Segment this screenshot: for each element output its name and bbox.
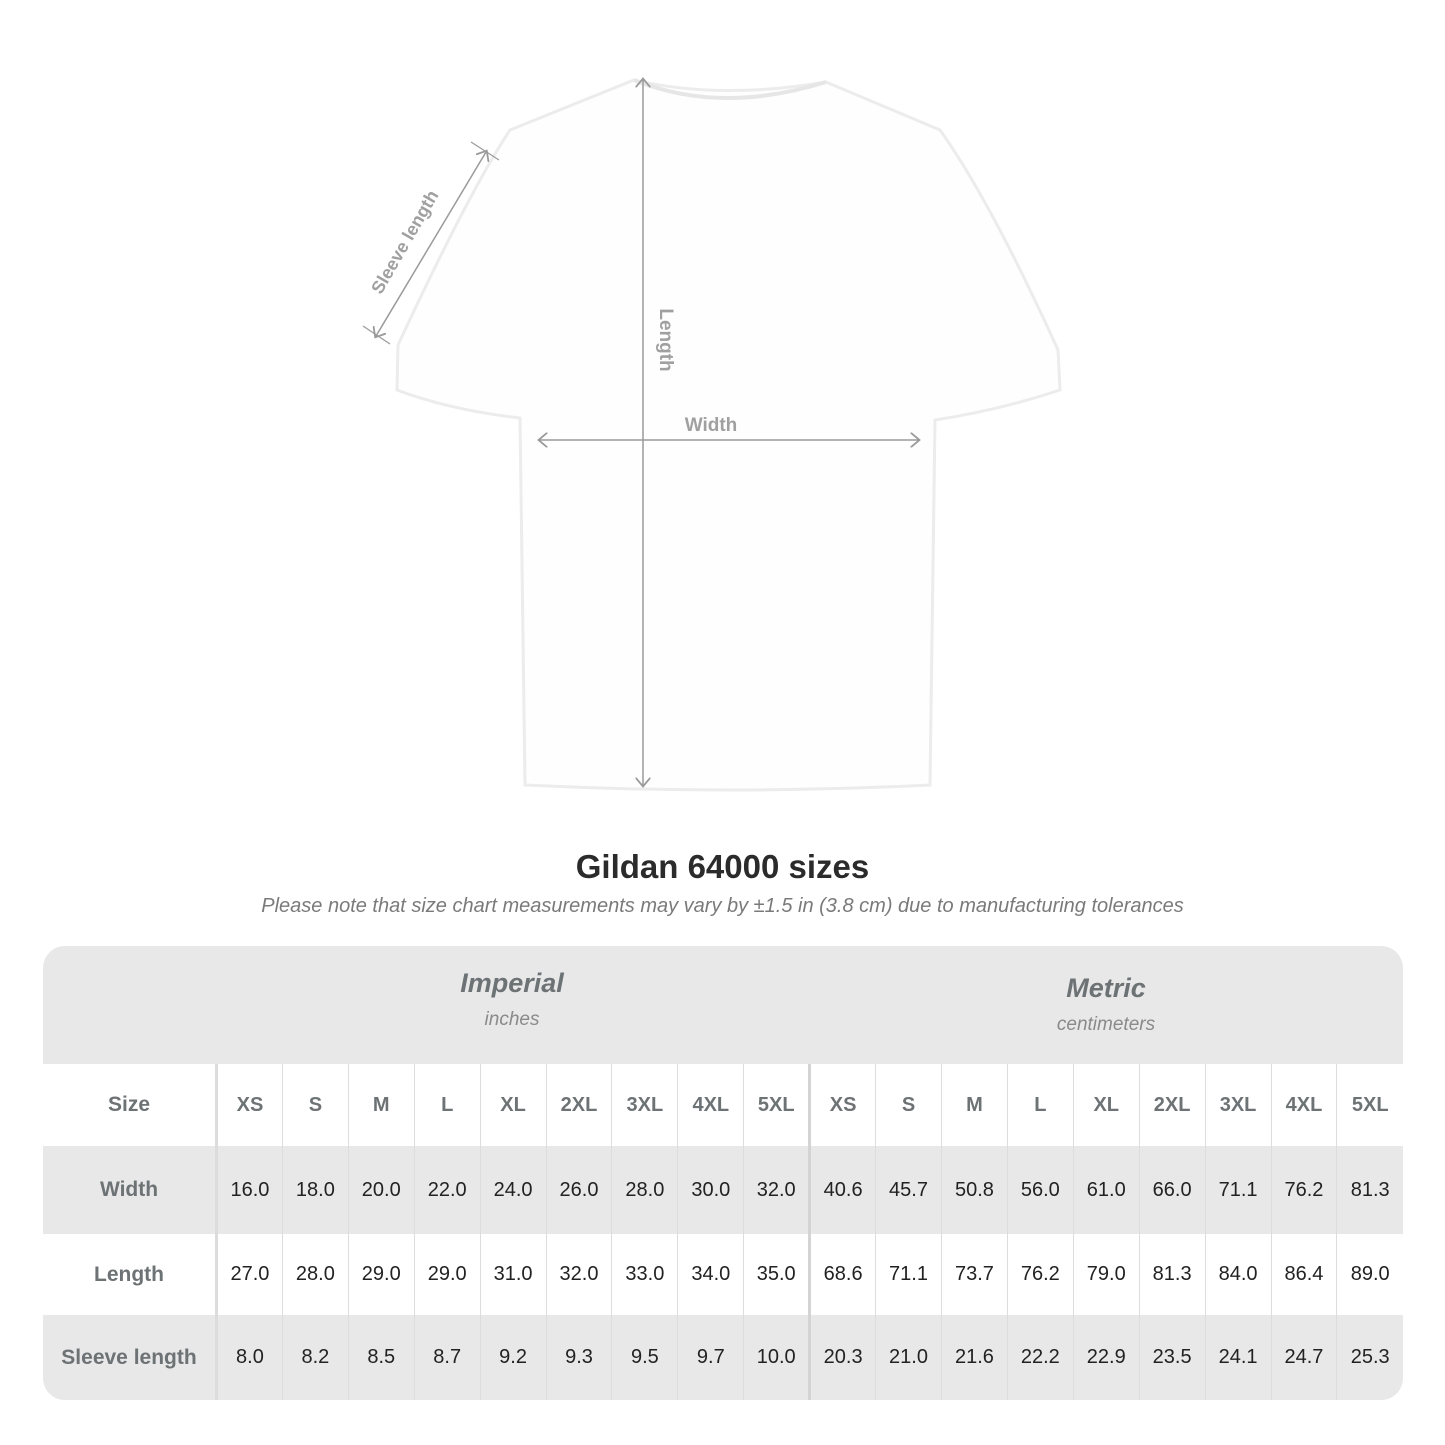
imperial-header: Imperial inches <box>215 968 809 1031</box>
metric-size-header: 2XL <box>1138 1064 1206 1146</box>
imperial-value-cell: 33.0 <box>611 1234 678 1315</box>
imperial-value-cell: 8.2 <box>281 1315 349 1400</box>
metric-value-cell: 71.1 <box>1204 1146 1271 1234</box>
imperial-size-header: XS <box>216 1064 283 1146</box>
metric-value-cell: 56.0 <box>1006 1146 1074 1234</box>
tshirt-diagram: Sleeve length Length Width <box>362 0 1062 792</box>
imperial-value-cell: 9.5 <box>611 1315 678 1400</box>
size-table-panel: Imperial inches Metric centimeters Size X… <box>43 946 1403 1400</box>
metric-value-cell: 76.2 <box>1270 1146 1337 1234</box>
length-label: Length <box>655 308 676 371</box>
imperial-size-header: M <box>347 1064 415 1146</box>
imperial-value-cell: 26.0 <box>545 1146 612 1234</box>
imperial-size-header: 5XL <box>743 1064 810 1146</box>
metric-value-cell: 79.0 <box>1072 1234 1140 1315</box>
imperial-value-cell: 8.0 <box>216 1315 283 1400</box>
table-row: Sleeve length 8.0 8.2 8.5 8.7 9.2 9.3 9.5 9.7 10.… <box>43 1315 1403 1400</box>
tolerance-note: Please note that size chart measurements… <box>261 895 1184 917</box>
metric-value-cell: 71.1 <box>875 1234 942 1315</box>
metric-value-cell: 84.0 <box>1204 1234 1271 1315</box>
imperial-value-cell: 24.0 <box>479 1146 547 1234</box>
imperial-size-header: S <box>281 1064 349 1146</box>
imperial-value-cell: 22.0 <box>413 1146 481 1234</box>
metric-value-cell: 66.0 <box>1138 1146 1206 1234</box>
metric-size-header: L <box>1006 1064 1074 1146</box>
metric-value-cell: 73.7 <box>940 1234 1008 1315</box>
metric-value-cell: 61.0 <box>1072 1146 1140 1234</box>
metric-value-cell: 86.4 <box>1270 1234 1337 1315</box>
imperial-value-cell: 8.5 <box>347 1315 415 1400</box>
size-table: Size XS S M L XL 2XL 3XL 4XL 5XL XS S M L XL 2XL 3XL 4XL 5… <box>43 1064 1403 1400</box>
metric-value-cell: 81.3 <box>1138 1234 1206 1315</box>
imperial-value-cell: 29.0 <box>347 1234 415 1315</box>
metric-value-cell: 50.8 <box>940 1146 1008 1234</box>
metric-size-header: S <box>875 1064 942 1146</box>
metric-size-header: XL <box>1072 1064 1140 1146</box>
imperial-size-header: 3XL <box>611 1064 678 1146</box>
row-label: Width <box>43 1146 218 1234</box>
metric-value-cell: 23.5 <box>1138 1315 1206 1400</box>
metric-unit: centimeters <box>1056 1014 1156 1035</box>
metric-value-cell: 76.2 <box>1006 1234 1074 1315</box>
metric-size-header: XS <box>808 1064 876 1146</box>
imperial-value-cell: 28.0 <box>281 1234 349 1315</box>
metric-value-cell: 20.3 <box>808 1315 876 1400</box>
metric-value-cell: 25.3 <box>1336 1315 1403 1400</box>
metric-size-header: 5XL <box>1336 1064 1403 1146</box>
table-row: Width 16.0 18.0 20.0 22.0 24.0 26.0 28.0 30.0 32.… <box>43 1146 1403 1234</box>
imperial-value-cell: 31.0 <box>479 1234 547 1315</box>
imperial-value-cell: 32.0 <box>743 1146 810 1234</box>
metric-size-header: 4XL <box>1270 1064 1337 1146</box>
metric-value-cell: 22.9 <box>1072 1315 1140 1400</box>
metric-title: Metric <box>1066 973 1146 1003</box>
imperial-value-cell: 9.7 <box>677 1315 744 1400</box>
imperial-value-cell: 9.2 <box>479 1315 547 1400</box>
imperial-value-cell: 32.0 <box>545 1234 612 1315</box>
width-label: Width <box>685 415 738 436</box>
imperial-value-cell: 35.0 <box>743 1234 810 1315</box>
imperial-size-header: L <box>413 1064 481 1146</box>
metric-value-cell: 89.0 <box>1336 1234 1403 1315</box>
metric-value-cell: 21.6 <box>940 1315 1008 1400</box>
imperial-value-cell: 34.0 <box>677 1234 744 1315</box>
metric-value-cell: 81.3 <box>1336 1146 1403 1234</box>
imperial-size-header: XL <box>479 1064 547 1146</box>
imperial-value-cell: 8.7 <box>413 1315 481 1400</box>
table-row: Length 27.0 28.0 29.0 29.0 31.0 32.0 33.0 34.0 35… <box>43 1234 1403 1315</box>
metric-value-cell: 24.1 <box>1204 1315 1271 1400</box>
imperial-title: Imperial <box>460 968 564 998</box>
page-title: Gildan 64000 sizes <box>575 848 870 885</box>
imperial-value-cell: 16.0 <box>216 1146 283 1234</box>
metric-value-cell: 24.7 <box>1270 1315 1337 1400</box>
metric-value-cell: 40.6 <box>808 1146 876 1234</box>
metric-value-cell: 21.0 <box>875 1315 942 1400</box>
imperial-value-cell: 20.0 <box>347 1146 415 1234</box>
imperial-size-header: 2XL <box>545 1064 612 1146</box>
imperial-value-cell: 28.0 <box>611 1146 678 1234</box>
row-label: Length <box>43 1234 218 1315</box>
metric-size-header: 3XL <box>1204 1064 1271 1146</box>
imperial-value-cell: 10.0 <box>743 1315 810 1400</box>
imperial-value-cell: 9.3 <box>545 1315 612 1400</box>
imperial-size-header: 4XL <box>677 1064 744 1146</box>
imperial-unit: inches <box>484 1009 540 1030</box>
metric-size-header: M <box>940 1064 1008 1146</box>
sleeve-measure-line <box>376 152 486 336</box>
imperial-value-cell: 27.0 <box>216 1234 283 1315</box>
row-label: Sleeve length <box>43 1315 218 1400</box>
metric-header: Metric centimeters <box>809 973 1403 1036</box>
metric-value-cell: 68.6 <box>808 1234 876 1315</box>
size-header-label: Size <box>43 1064 218 1146</box>
imperial-value-cell: 30.0 <box>677 1146 744 1234</box>
metric-value-cell: 45.7 <box>875 1146 942 1234</box>
imperial-value-cell: 29.0 <box>413 1234 481 1315</box>
table-header-row: Size XS S M L XL 2XL 3XL 4XL 5XL XS S M L XL 2XL 3XL 4XL 5… <box>43 1064 1403 1146</box>
imperial-value-cell: 18.0 <box>281 1146 349 1234</box>
metric-value-cell: 22.2 <box>1006 1315 1074 1400</box>
